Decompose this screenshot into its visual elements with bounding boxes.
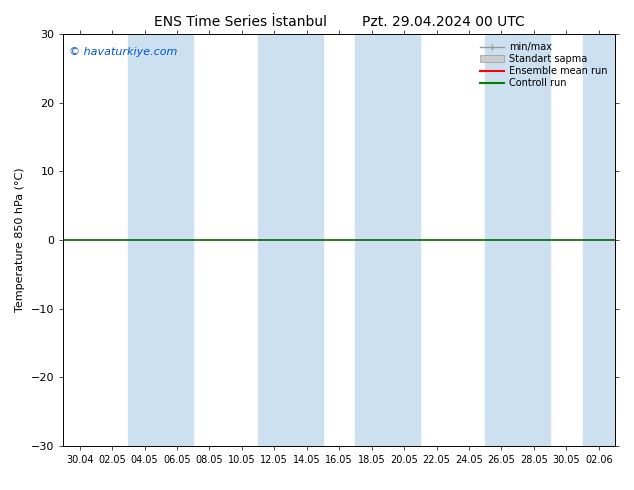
Bar xyxy=(485,34,550,446)
Text: Pzt. 29.04.2024 00 UTC: Pzt. 29.04.2024 00 UTC xyxy=(363,15,525,29)
Legend: min/max, Standart sapma, Ensemble mean run, Controll run: min/max, Standart sapma, Ensemble mean r… xyxy=(477,39,610,91)
Text: ENS Time Series İstanbul: ENS Time Series İstanbul xyxy=(155,15,327,29)
Y-axis label: Temperature 850 hPa (°C): Temperature 850 hPa (°C) xyxy=(15,168,25,313)
Bar xyxy=(583,34,631,446)
Bar xyxy=(356,34,420,446)
Bar xyxy=(258,34,323,446)
Text: © havaturkiye.com: © havaturkiye.com xyxy=(69,47,178,57)
Bar xyxy=(128,34,193,446)
